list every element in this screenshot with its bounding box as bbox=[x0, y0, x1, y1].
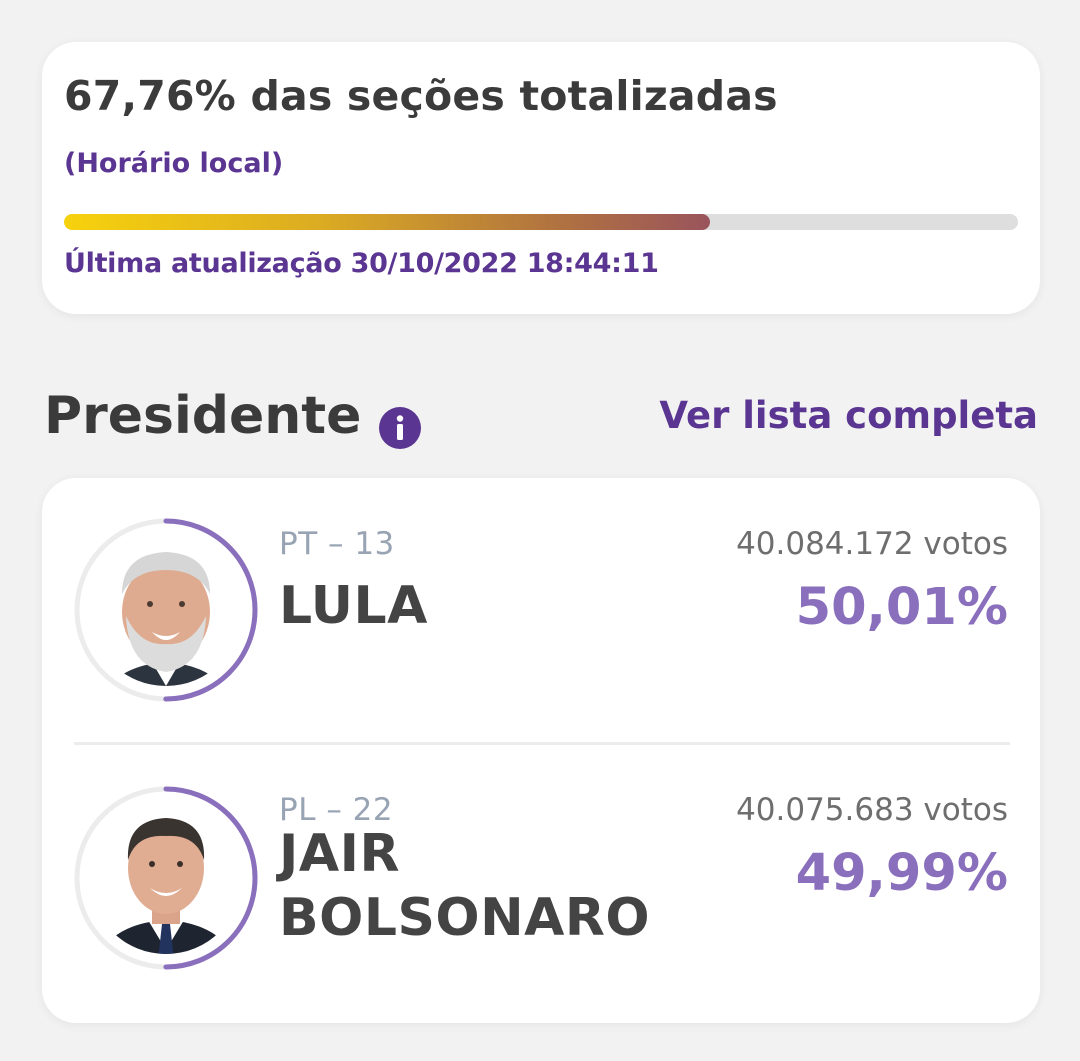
vote-count: 40.075.683 votos bbox=[736, 792, 1008, 828]
info-icon[interactable] bbox=[378, 406, 422, 450]
candidate-row[interactable]: PT – 13 LULA 40.084.172 votos 50,01% bbox=[42, 478, 1040, 744]
candidate-name: LULA bbox=[279, 576, 428, 636]
divider bbox=[74, 742, 1010, 745]
totalization-title: 67,76% das seções totalizadas bbox=[64, 72, 778, 120]
vote-percentage: 49,99% bbox=[795, 844, 1008, 903]
candidate-avatar bbox=[74, 786, 258, 970]
candidate-row[interactable]: PL – 22 JAIR BOLSONARO 40.075.683 votos … bbox=[42, 744, 1040, 1023]
section-title-president: Presidente bbox=[44, 386, 362, 446]
local-time-note: (Horário local) bbox=[64, 148, 284, 179]
candidate-photo bbox=[90, 802, 242, 954]
party-number: PL – 22 bbox=[279, 792, 394, 828]
vote-count: 40.084.172 votos bbox=[736, 526, 1008, 562]
last-update-text: Última atualização 30/10/2022 18:44:11 bbox=[64, 248, 659, 279]
totalization-progress-fill bbox=[64, 214, 711, 230]
totalization-card: 67,76% das seções totalizadas (Horário l… bbox=[42, 42, 1040, 314]
view-full-list-link[interactable]: Ver lista completa bbox=[659, 394, 1038, 437]
vote-percentage: 50,01% bbox=[795, 578, 1008, 637]
candidate-photo bbox=[90, 534, 242, 686]
party-number: PT – 13 bbox=[279, 526, 395, 562]
candidate-avatar bbox=[74, 518, 258, 702]
vote-share-arc bbox=[74, 518, 258, 702]
candidates-card: PT – 13 LULA 40.084.172 votos 50,01% bbox=[42, 478, 1040, 1023]
vote-share-arc bbox=[74, 786, 258, 970]
totalization-progress-bar bbox=[64, 214, 1018, 230]
candidate-name: JAIR BOLSONARO bbox=[279, 824, 651, 948]
